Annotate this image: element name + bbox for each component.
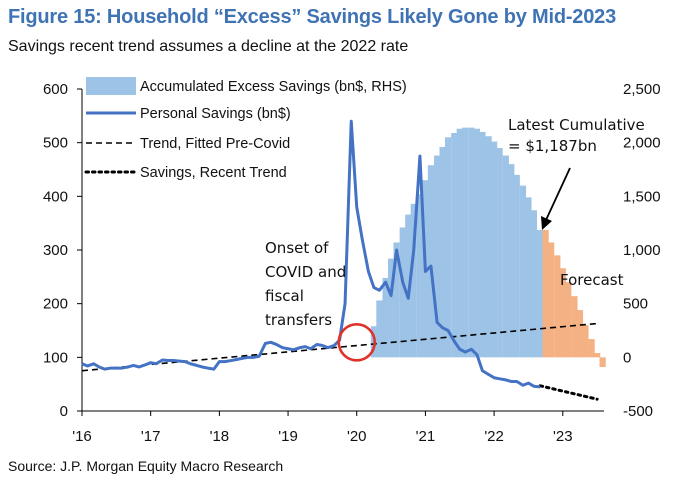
- legend-label: Personal Savings (bn$): [140, 106, 291, 122]
- trend-pre-covid-line: [81, 322, 598, 372]
- y-left-tick-label: 200: [43, 296, 68, 313]
- excess-savings-bar: [451, 133, 458, 358]
- y-left-tick-label: 500: [43, 135, 68, 152]
- excess-savings-bar: [508, 164, 515, 358]
- legend-label: Trend, Fitted Pre-Covid: [140, 136, 290, 152]
- excess-savings-bar: [537, 229, 544, 358]
- arrow-shaft: [545, 167, 571, 221]
- y-left-tick-label: 600: [43, 81, 68, 98]
- y-left-tick-label: 100: [43, 349, 68, 366]
- excess-savings-bar: [387, 258, 395, 358]
- excess-savings-bar: [525, 197, 532, 358]
- excess-savings-bar: [433, 155, 441, 358]
- excess-savings-bar: [479, 131, 486, 358]
- forecast-bar: [571, 296, 578, 358]
- excess-savings-bar: [513, 174, 520, 358]
- x-tick-label: '19: [278, 428, 298, 445]
- excess-savings-bar: [468, 127, 475, 358]
- y-right-tick-label: 0: [623, 349, 631, 366]
- y-left-tick-label: 400: [43, 188, 68, 205]
- excess-savings-bar: [416, 194, 424, 358]
- forecast-bar: [594, 353, 601, 358]
- excess-savings-bar: [462, 127, 469, 358]
- x-tick-label: '17: [141, 428, 161, 445]
- x-tick-label: '20: [347, 428, 367, 445]
- x-tick-label: '16: [72, 428, 92, 445]
- excess-savings-bar: [530, 210, 538, 358]
- forecast-bar: [582, 325, 589, 358]
- forecast-bar: [554, 255, 561, 358]
- excess-savings-bar: [382, 277, 389, 358]
- personal-savings-line: [81, 119, 541, 389]
- excess-savings-bar: [439, 146, 446, 358]
- tick-labels: 0 100 200 300 400 500 600 -500 0 500 1,000 1,500 2,0…: [43, 81, 661, 445]
- forecast-bar: [559, 268, 566, 358]
- excess-savings-bar: [444, 137, 452, 358]
- excess-savings-bar: [502, 155, 509, 358]
- x-tick-label: '22: [484, 428, 504, 445]
- chart-subtitle: Savings recent trend assumes a decline a…: [8, 38, 409, 55]
- forecast-bar: [542, 229, 549, 358]
- latest-cumulative-annotation-line: Latest Cumulative: [508, 116, 645, 134]
- legend-swatch-excess: [86, 77, 136, 95]
- excess-savings-bar: [519, 185, 527, 358]
- line-series: [81, 119, 599, 401]
- forecast-bar: [599, 357, 606, 367]
- y-right-tick-label: 1,000: [623, 242, 661, 259]
- excess-savings-bar: [427, 165, 435, 358]
- onset-annotation-line: COVID and: [265, 263, 346, 281]
- forecast-annotation: Forecast: [560, 271, 624, 289]
- axes: [77, 88, 604, 416]
- y-left-tick-label: 0: [60, 403, 68, 420]
- x-tick-label: '18: [210, 428, 230, 445]
- excess-savings-bar: [456, 128, 463, 358]
- excess-savings-bar: [376, 300, 383, 358]
- x-tick-label: '21: [416, 428, 436, 445]
- excess-savings-bar: [399, 227, 406, 358]
- savings-recent-trend-line: [538, 384, 599, 401]
- forecast-bar: [576, 310, 584, 358]
- y-right-tick-label: -500: [623, 403, 653, 420]
- chart-title: Figure 15: Household “Excess” Savings Li…: [8, 6, 616, 28]
- excess-savings-bars: [370, 127, 606, 367]
- chart-source: Source: J.P. Morgan Equity Macro Researc…: [8, 458, 284, 474]
- y-right-tick-label: 2,000: [623, 135, 661, 152]
- excess-savings-bar: [393, 242, 400, 358]
- y-right-tick-label: 1,500: [623, 188, 661, 205]
- legend-label: Accumulated Excess Savings (bn$, RHS): [140, 79, 407, 95]
- legend: Accumulated Excess Savings (bn$, RHS) Per…: [84, 77, 407, 181]
- arrow-head: [541, 216, 552, 230]
- forecast-bar: [548, 242, 555, 358]
- latest-cumulative-annotation-line: = $1,187bn: [508, 137, 597, 155]
- legend-label: Savings, Recent Trend: [140, 165, 287, 181]
- y-right-tick-label: 2,500: [623, 81, 661, 98]
- onset-annotation-line: fiscal: [265, 287, 304, 305]
- y-left-tick-label: 300: [43, 242, 68, 259]
- excess-savings-bar: [496, 148, 503, 358]
- excess-savings-bar: [473, 128, 481, 358]
- y-right-tick-label: 500: [623, 296, 648, 313]
- forecast-bar: [565, 282, 572, 358]
- excess-savings-bar: [491, 141, 498, 358]
- onset-annotation-line: transfers: [265, 311, 332, 329]
- forecast-bar: [588, 339, 595, 358]
- x-tick-label: '23: [553, 428, 573, 445]
- annotations: Onset of COVID and fiscal transfers Latest C…: [265, 116, 645, 362]
- excess-savings-bar: [410, 203, 417, 358]
- excess-savings-bar: [485, 136, 492, 358]
- covid-onset-circle: [337, 323, 377, 362]
- onset-annotation-line: Onset of: [265, 239, 329, 257]
